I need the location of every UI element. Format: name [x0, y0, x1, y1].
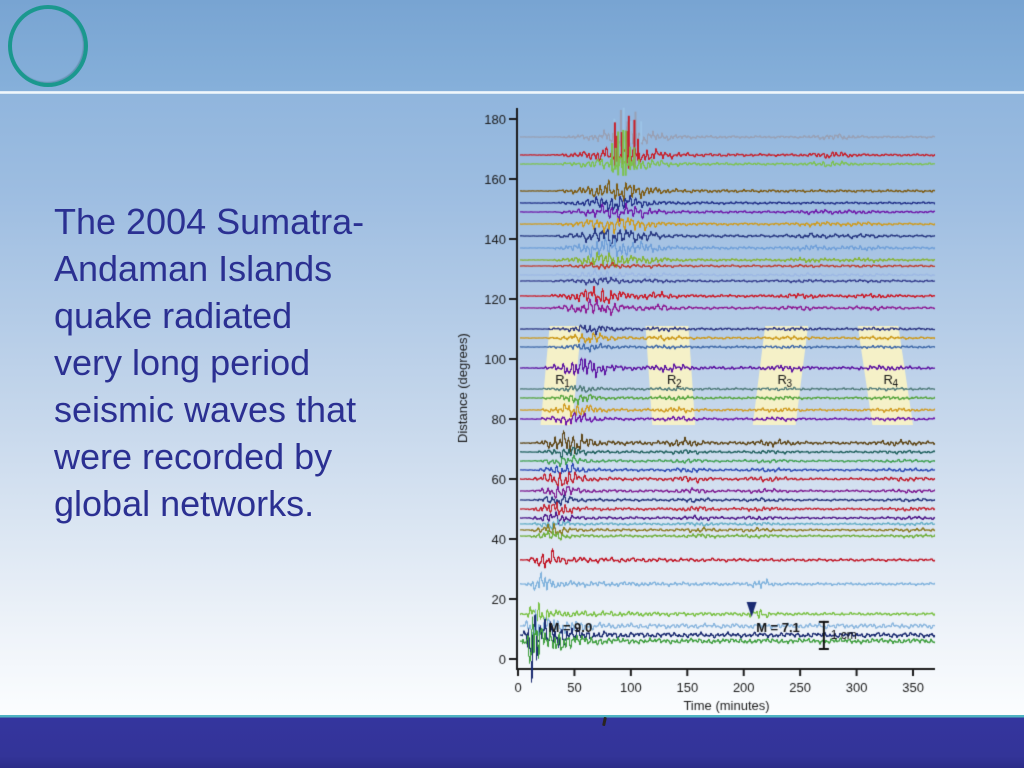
decorative-circle	[8, 5, 88, 87]
seismogram-canvas	[430, 95, 950, 717]
slide-top-band	[0, 0, 1024, 91]
text-line: Andaman Islands	[54, 248, 333, 289]
slide-body-text: The 2004 Sumatra- Andaman Islands quake …	[54, 198, 484, 527]
text-line: were recorded by	[54, 436, 333, 477]
text-line: The 2004 Sumatra-	[54, 201, 365, 242]
seismogram-figure	[430, 95, 950, 717]
text-line: seismic waves that	[54, 389, 357, 430]
header-divider-line	[0, 91, 1024, 94]
text-line: global networks.	[54, 483, 315, 524]
text-line: very long period	[54, 342, 311, 383]
text-line: quake radiated	[54, 295, 293, 336]
footer-bar	[0, 715, 1024, 768]
